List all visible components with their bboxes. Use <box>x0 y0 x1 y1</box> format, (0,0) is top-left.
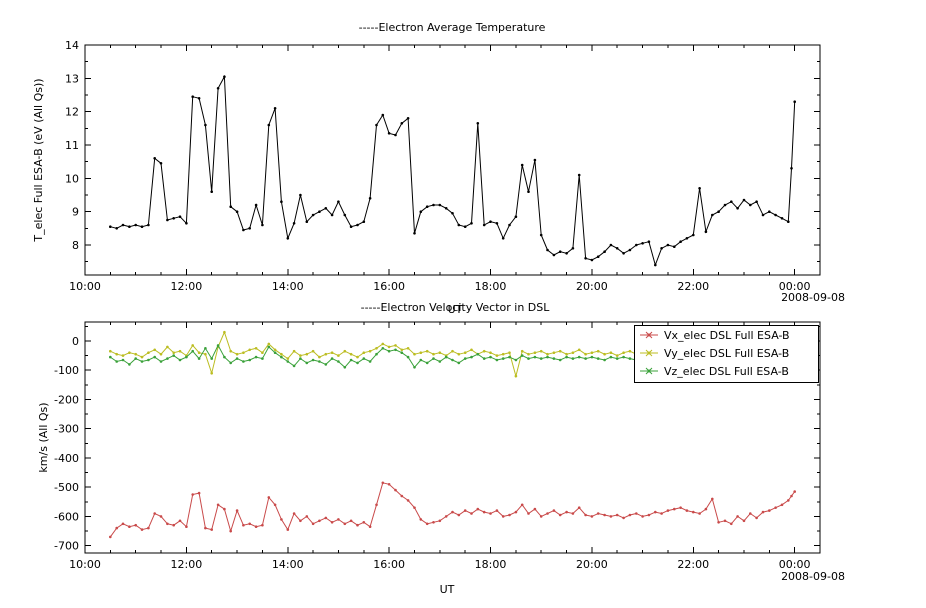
y-tick-label: 12 <box>65 106 79 119</box>
x-tick-label: 18:00 <box>475 280 507 293</box>
legend-label: Vx_elec DSL Full ESA-B <box>664 329 790 342</box>
legend: Vx_elec DSL Full ESA-B Vy_elec DSL Full E… <box>634 325 819 383</box>
x-tick-label: 16:00 <box>373 558 405 571</box>
x-tick-label: 12:00 <box>171 280 203 293</box>
y-tick-label: 10 <box>65 172 79 185</box>
y-tick-label: -300 <box>54 423 79 436</box>
x-axis-label-top: UT <box>447 303 463 316</box>
y-tick-label: -200 <box>54 393 79 406</box>
y-tick-label: -700 <box>54 540 79 553</box>
x-tick-label: 22:00 <box>677 558 709 571</box>
x-tick-label: 10:00 <box>69 280 101 293</box>
x-tick-label: 18:00 <box>475 558 507 571</box>
legend-label: Vz_elec DSL Full ESA-B <box>664 365 789 378</box>
x-tick-label: 12:00 <box>171 558 203 571</box>
x-tick-label: 22:00 <box>677 280 709 293</box>
y-tick-label: 0 <box>72 335 79 348</box>
y-tick-label: 13 <box>65 72 79 85</box>
series-vx_elec-dsl-full-esa-b <box>109 481 796 539</box>
legend-box <box>634 325 819 383</box>
x-tick-label: 20:00 <box>576 280 608 293</box>
series-line <box>109 482 796 538</box>
series-line <box>110 74 796 267</box>
legend-label: Vy_elec DSL Full ESA-B <box>664 347 789 360</box>
date-label-bottom: 2008-09-08 <box>781 570 845 583</box>
y-axis-label: km/s (All Qs) <box>37 402 50 472</box>
x-tick-label: 20:00 <box>576 558 608 571</box>
y-tick-label: 9 <box>72 206 79 219</box>
chart-title-temperature: -----Electron Average Temperature <box>358 21 546 34</box>
y-tick-label: 11 <box>65 139 79 152</box>
x-tick-label: 10:00 <box>69 558 101 571</box>
x-axis-label-bottom: UT <box>439 583 455 596</box>
x-tick-label: 00:00 <box>779 280 811 293</box>
x-tick-label: 00:00 <box>779 558 811 571</box>
y-tick-label: -400 <box>54 452 79 465</box>
series-t_elec-full-esa-b <box>109 74 796 267</box>
axes-frame-1 <box>84 321 821 554</box>
date-label-top: 2008-09-08 <box>781 291 845 304</box>
chart-title-velocity: -----Electron Velocity Vector in DSL <box>360 301 550 314</box>
y-tick-label: -100 <box>54 364 79 377</box>
y-tick-label: -600 <box>54 510 79 523</box>
y-axis-label: T_elec Full ESA-B (eV (All Qs)) <box>32 78 45 242</box>
y-tick-label: -500 <box>54 481 79 494</box>
x-tick-label: 14:00 <box>272 558 304 571</box>
x-tick-label: 16:00 <box>373 280 405 293</box>
x-tick-label: 14:00 <box>272 280 304 293</box>
y-tick-label: 14 <box>65 39 79 52</box>
y-tick-label: 8 <box>72 239 79 252</box>
axes-frame-0 <box>84 44 821 276</box>
